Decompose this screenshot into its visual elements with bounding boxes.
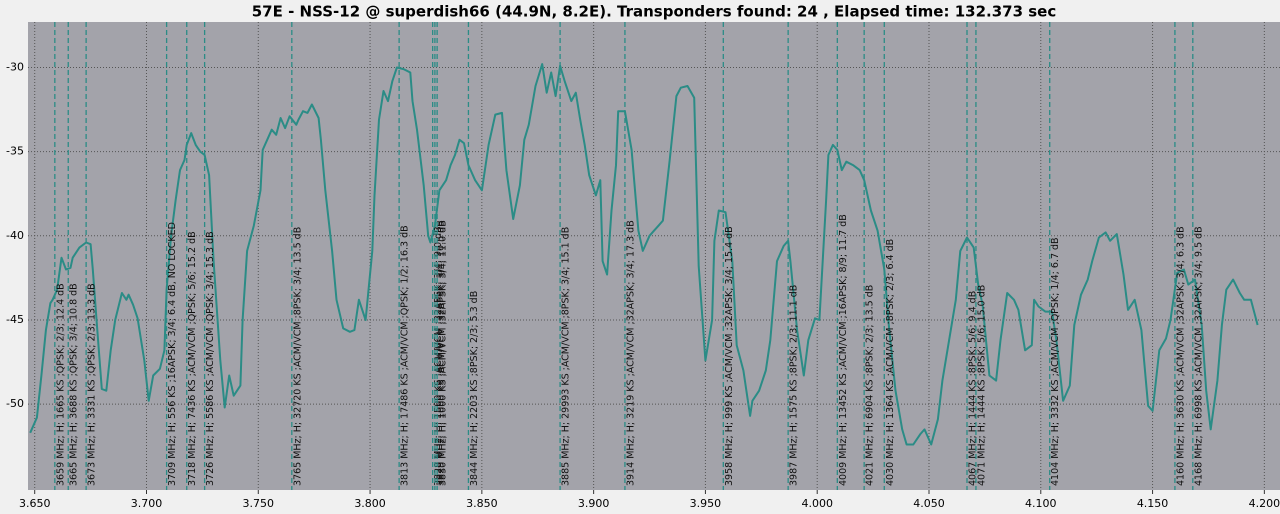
y-tick-label: -50 xyxy=(6,397,24,410)
x-tick-label: 3.650 xyxy=(19,497,51,510)
y-tick-label: -35 xyxy=(6,145,24,158)
transponder-label: 4021 MHz; H; 6904 KS ;8PSK; 2/3; 13.5 dB xyxy=(865,285,876,486)
y-tick-label: -30 xyxy=(6,60,24,73)
x-tick-label: 4.100 xyxy=(1025,497,1057,510)
transponder-label: 3726 MHz; H; 5586 KS ;ACM/VCM ;QPSK; 3/4… xyxy=(205,231,216,486)
x-tick-label: 4.150 xyxy=(1137,497,1169,510)
x-tick-label: 3.700 xyxy=(131,497,163,510)
x-tick-label: 4.200 xyxy=(1249,497,1280,510)
transponder-label: 3659 MHz; H; 1665 KS ;QPSK; 2/3; 12.4 dB xyxy=(55,283,66,486)
transponder-label: 3830 MHz; H; 1000 KS ;ACM/VCM ;32APSK; 3… xyxy=(438,220,449,486)
transponder-label: 4067 MHz; H; 1444 KS ;8PSK; 5/6; 9.4 dB xyxy=(968,291,979,486)
transponder-label: 4160 MHz; H; 3630 KS ;ACM/VCM ;32APSK; 3… xyxy=(1175,226,1186,486)
transponder-label: 3673 MHz; H; 3331 KS ;QPSK; 2/3; 13.3 dB xyxy=(87,283,98,486)
transponder-label: 4104 MHz; H; 3332 KS ;ACM/VCM ;QPSK; 1/4… xyxy=(1050,237,1061,486)
plot-area xyxy=(28,22,1280,490)
transponder-label: 4030 MHz; H; 1364 KS ;ACM/VCM ;8PSK; 2/3… xyxy=(885,239,896,486)
x-tick-label: 3.900 xyxy=(578,497,610,510)
transponder-label: 3828 MHz; H; 1500 KS ;ACM/VCM ;32APSK; 3… xyxy=(433,226,444,486)
x-tick-label: 3.750 xyxy=(243,497,275,510)
transponder-label: 3813 MHz; H; 17486 KS ;ACM/VCM ;QPSK; 1/… xyxy=(400,225,411,486)
transponder-label: 3958 MHz; H; 999 KS ;ACM/VCM ;32APSK; 3/… xyxy=(724,226,735,486)
transponder-label: 4009 MHz; H; 13452 KS ;ACM/VCM ;16APSK; … xyxy=(838,214,849,486)
x-tick-label: 3.950 xyxy=(690,497,722,510)
transponder-label: 3829 MHz; H; 1000 KS ;ACM/VCM ;32APSK; 3… xyxy=(435,220,446,486)
chart-title: 57E - NSS-12 @ superdish66 (44.9N, 8.2E)… xyxy=(252,3,1057,21)
y-tick-label: -40 xyxy=(6,229,24,242)
transponder-label: 3665 MHz; H; 3688 KS ;QPSK; 3/4; 10.8 dB xyxy=(69,283,80,486)
transponder-label: 3987 MHz; H; 1575 KS ;8PSK; 2/3; 11.1 dB xyxy=(789,285,800,486)
y-tick-label: -45 xyxy=(6,313,24,326)
transponder-label: 3914 MHz; H; 3219 KS ;ACM/VCM ;32APSK; 3… xyxy=(625,220,636,486)
x-tick-label: 4.050 xyxy=(913,497,945,510)
transponder-label: 4168 MHz; H; 6998 KS ;ACM/VCM ;32APSK; 3… xyxy=(1193,226,1204,486)
transponder-label: 4071 MHz; H; 1444 KS ;8PSK; 5/6; 15.0 dB xyxy=(976,285,987,486)
x-tick-label: 3.800 xyxy=(354,497,386,510)
transponder-label: 3718 MHz; H; 7436 KS ;ACM/VCM ;QPSK; 5/6… xyxy=(187,231,198,486)
spectrum-line xyxy=(29,63,1259,446)
x-tick-label: 4.000 xyxy=(801,497,833,510)
transponder-label: 3844 MHz; H; 2203 KS ;8PSK; 2/3; 5.3 dB xyxy=(469,291,480,486)
transponder-label: 3709 MHz; H; 556 KS ;16APSK; 3/4; 6.4 dB… xyxy=(167,222,178,486)
transponder-label: 3885 MHz; H; 29993 KS ;ACM/VCM ;8PSK; 3/… xyxy=(561,227,572,486)
x-tick-label: 3.850 xyxy=(466,497,498,510)
transponder-label: 3765 MHz; H; 32720 KS ;ACM/VCM ;8PSK; 3/… xyxy=(292,227,303,486)
